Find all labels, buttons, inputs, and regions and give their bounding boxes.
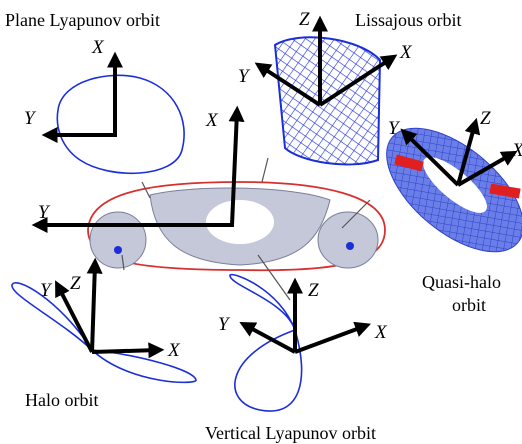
point [114, 246, 122, 254]
orbit-label: Quasi-halo [422, 272, 501, 292]
orbit-label: Halo orbit [25, 390, 99, 410]
axis [92, 264, 95, 352]
vertical-lyapunov: Y Z X Vertical Lyapunov orbit [205, 275, 388, 443]
hole [206, 200, 274, 244]
axis-label: X [91, 37, 105, 58]
orbit-diagram: Plane Lyapunov orbit X Y Lissajous orbit… [0, 0, 522, 444]
orbit-label: Vertical Lyapunov orbit [205, 423, 376, 443]
axis-label: X [511, 140, 522, 161]
axis-label: Y [38, 202, 51, 223]
axis-label: Z [308, 280, 319, 301]
point [346, 242, 354, 250]
orbit-label: Lissajous orbit [355, 10, 462, 30]
axis-label: Y [218, 314, 231, 335]
orbit-label: orbit [452, 295, 486, 315]
axis-label: Y [24, 108, 37, 129]
plane-lyapunov: Plane Lyapunov orbit X Y [5, 10, 184, 173]
orbit-path [230, 275, 302, 411]
orbit-label: Plane Lyapunov orbit [5, 10, 160, 30]
halo: Z Y X Halo orbit [12, 264, 196, 410]
axis-label: Y [40, 280, 53, 301]
orbit-family [318, 212, 378, 268]
axis-label: X [205, 110, 219, 131]
axis-label: X [167, 340, 181, 361]
axis-label: X [374, 322, 388, 343]
axis-label: Y [238, 66, 251, 87]
orbit-path [57, 75, 184, 173]
axis [58, 286, 92, 352]
axis-label: Z [299, 9, 310, 30]
axis [245, 325, 295, 352]
axis [92, 350, 158, 352]
orbit-family [90, 212, 146, 268]
quasi-halo: Y Z X Quasi-halo orbit [365, 105, 522, 315]
axis-label: Z [70, 273, 81, 294]
axis-label: X [399, 42, 413, 63]
axis-label: Z [480, 108, 491, 129]
axis [295, 326, 365, 352]
